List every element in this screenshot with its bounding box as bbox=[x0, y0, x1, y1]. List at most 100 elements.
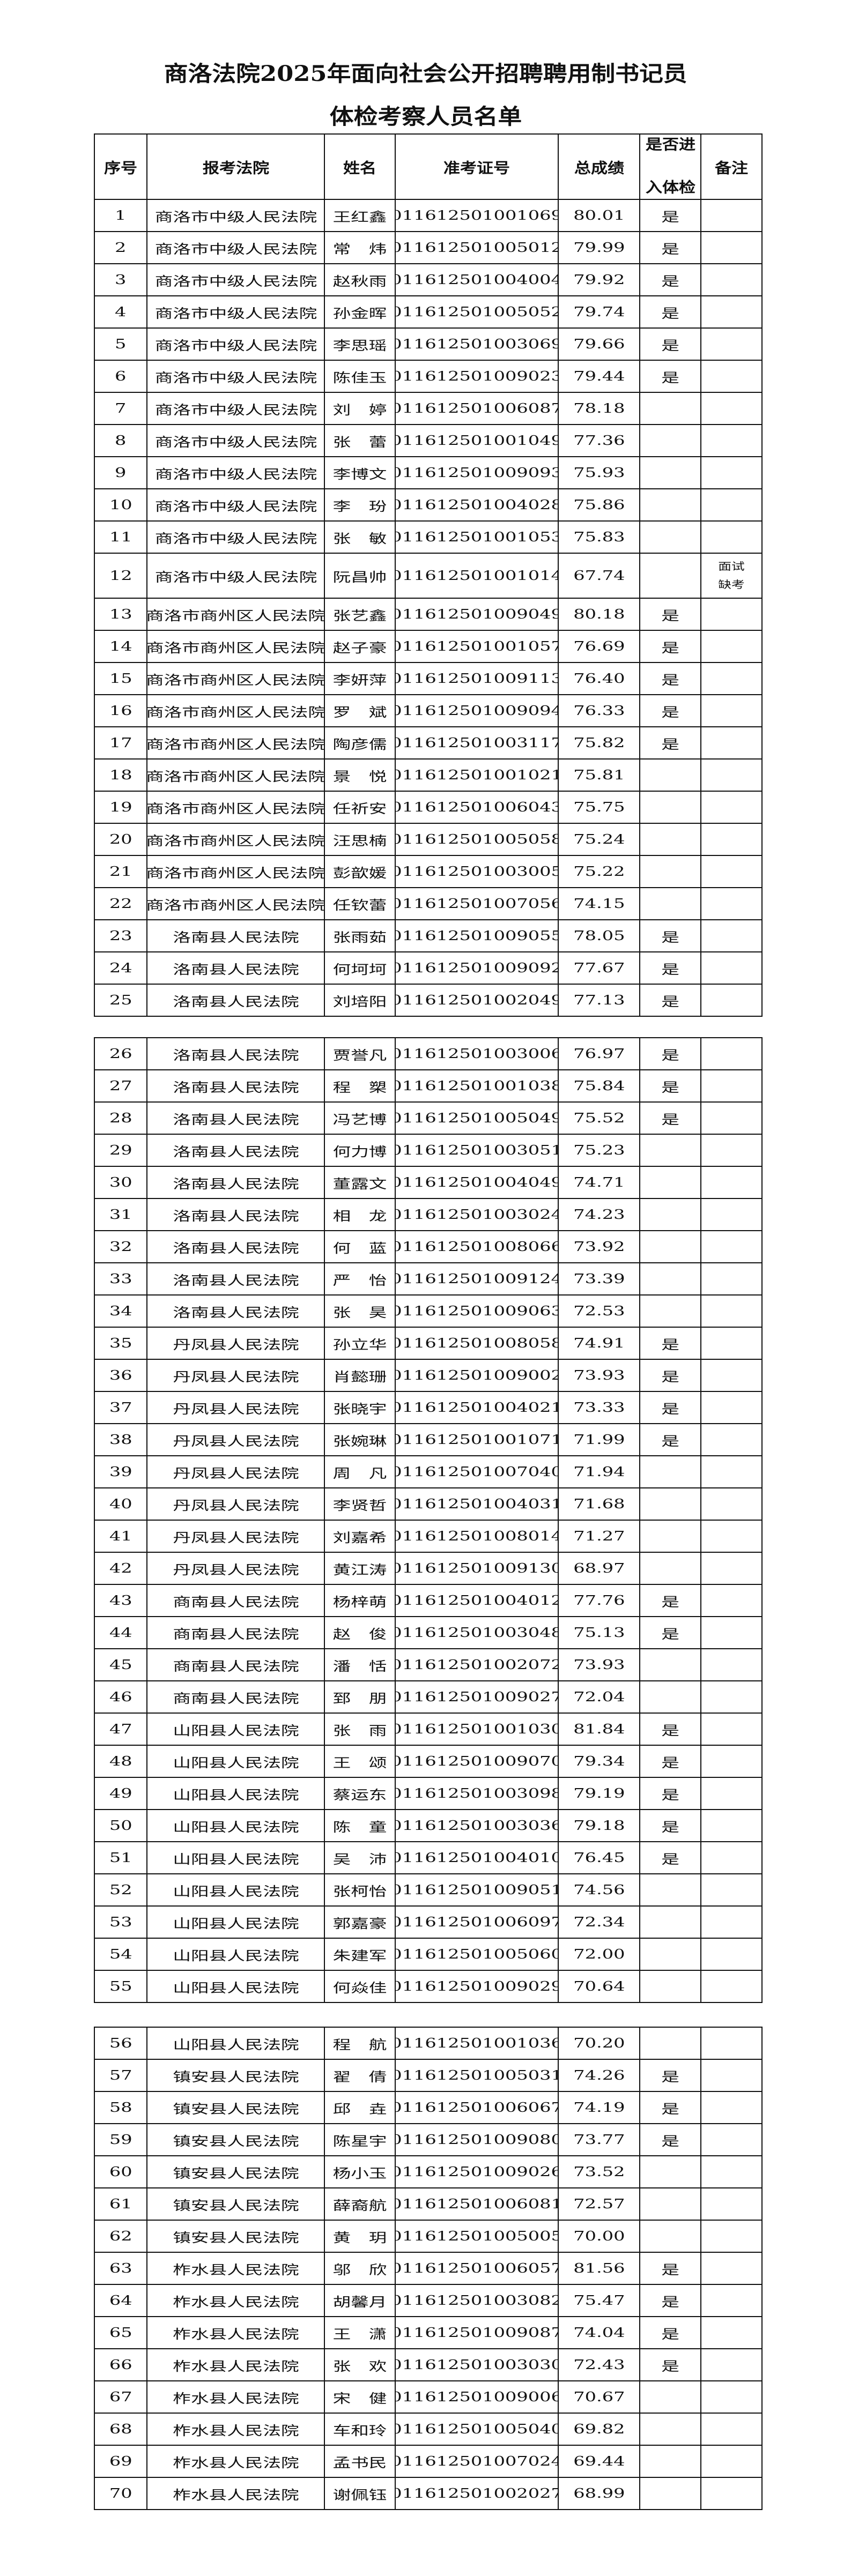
cell-court: 商南县人民法院 bbox=[146, 1616, 325, 1649]
cell-seq: 50 bbox=[94, 1809, 147, 1842]
cell-court: 洛南县人民法院 bbox=[146, 1037, 325, 1070]
cell-court: 商洛市中级人民法院 bbox=[146, 553, 325, 599]
name-text: 董露文 bbox=[332, 1176, 387, 1192]
cell-ticket: 011612501001030 bbox=[395, 1713, 559, 1746]
court-text: 丹凤县人民法院 bbox=[172, 1465, 299, 1481]
cell-ticket: 011612501009092 bbox=[395, 951, 559, 985]
cell-seq: 63 bbox=[94, 2252, 147, 2285]
score-text: 69.44 bbox=[573, 2454, 625, 2469]
cell-seq: 51 bbox=[94, 1841, 147, 1874]
court-text: 商洛市商州区人民法院 bbox=[147, 736, 324, 752]
seq-text: 30 bbox=[109, 1175, 132, 1190]
cell-ticket: 011612501009023 bbox=[395, 360, 559, 393]
cell-seq: 32 bbox=[94, 1230, 147, 1263]
physical-text: 是 bbox=[661, 1079, 679, 1095]
cell-score: 72.43 bbox=[558, 2348, 640, 2381]
physical-text: 是 bbox=[661, 2101, 679, 2117]
physical-text: 是 bbox=[661, 1851, 679, 1867]
cell-remark bbox=[700, 1745, 763, 1778]
cell-ticket: 011612501005058 bbox=[395, 823, 559, 856]
cell-name: 刘嘉希 bbox=[324, 1520, 396, 1553]
cell-remark bbox=[700, 1423, 763, 1456]
court-text: 商洛市中级人民法院 bbox=[154, 370, 317, 385]
ticket-text: 011612501009093 bbox=[395, 465, 558, 480]
physical-text: 是 bbox=[661, 306, 679, 321]
cell-name: 王 潇 bbox=[324, 2316, 396, 2349]
cell-ticket: 011612501003117 bbox=[395, 726, 559, 760]
cell-score: 81.56 bbox=[558, 2252, 640, 2285]
cell-score: 73.93 bbox=[558, 1648, 640, 1681]
cell-name: 邬 欣 bbox=[324, 2252, 396, 2285]
table-row: 68 柞水县人民法院 车和玲 011612501005040 69.82 bbox=[94, 2413, 763, 2446]
cell-remark bbox=[700, 1101, 763, 1135]
seq-text: 53 bbox=[109, 1915, 132, 1930]
score-text: 76.40 bbox=[573, 671, 625, 686]
court-text: 柞水县人民法院 bbox=[172, 2326, 299, 2342]
score-text: 70.64 bbox=[573, 1979, 625, 1994]
physical-text: 是 bbox=[661, 736, 679, 752]
cell-score: 77.13 bbox=[558, 984, 640, 1017]
seq-text: 46 bbox=[109, 1689, 132, 1704]
cell-name: 程 槊 bbox=[324, 1069, 396, 1103]
score-text: 71.94 bbox=[573, 1464, 625, 1479]
court-text: 山阳县人民法院 bbox=[172, 1723, 299, 1738]
ticket-text: 011612501004031 bbox=[395, 1497, 558, 1512]
table-row: 54 山阳县人民法院 朱建军 011612501005060 72.00 bbox=[94, 1938, 763, 1971]
cell-remark bbox=[700, 598, 763, 631]
cell-physical bbox=[639, 488, 701, 522]
cell-ticket: 011612501003051 bbox=[395, 1134, 559, 1167]
cell-name: 何 蓝 bbox=[324, 1230, 396, 1263]
court-text: 商洛市中级人民法院 bbox=[154, 209, 317, 225]
cell-name: 刘培阳 bbox=[324, 984, 396, 1017]
ticket-text: 011612501007024 bbox=[395, 2454, 558, 2469]
name-text: 张婉琳 bbox=[332, 1433, 387, 1449]
cell-ticket: 011612501005005 bbox=[395, 2220, 559, 2253]
court-text: 商洛市商州区人民法院 bbox=[147, 608, 324, 623]
score-text: 74.91 bbox=[573, 1336, 625, 1351]
score-text: 75.81 bbox=[573, 768, 625, 783]
cell-seq: 24 bbox=[94, 951, 147, 985]
cell-ticket: 011612501001071 bbox=[395, 1423, 559, 1456]
cell-physical: 是 bbox=[639, 2316, 701, 2349]
cell-name: 宋 健 bbox=[324, 2380, 396, 2414]
cell-seq: 34 bbox=[94, 1294, 147, 1328]
table-row: 6 商洛市中级人民法院 陈佳玉 011612501009023 79.44 是 bbox=[94, 360, 763, 393]
cell-name: 赵子豪 bbox=[324, 630, 396, 663]
ticket-text: 011612501005052 bbox=[395, 304, 558, 319]
cell-court: 商洛市商州区人民法院 bbox=[146, 887, 325, 920]
cell-physical: 是 bbox=[639, 263, 701, 296]
table-row: 20 商洛市商州区人民法院 汪思楠 011612501005058 75.24 bbox=[94, 823, 763, 856]
cell-physical bbox=[639, 758, 701, 792]
cell-ticket: 011612501009002 bbox=[395, 1359, 559, 1392]
cell-seq: 12 bbox=[94, 553, 147, 599]
score-text: 75.13 bbox=[573, 1625, 625, 1640]
cell-physical bbox=[639, 1970, 701, 2003]
cell-court: 山阳县人民法院 bbox=[146, 1873, 325, 1907]
court-text: 柞水县人民法院 bbox=[172, 2423, 299, 2438]
cell-name: 邱 垚 bbox=[324, 2091, 396, 2124]
ticket-text: 011612501001036 bbox=[395, 2036, 558, 2051]
cell-court: 丹凤县人民法院 bbox=[146, 1455, 325, 1488]
seq-text: 27 bbox=[109, 1078, 132, 1093]
cell-remark bbox=[700, 1294, 763, 1328]
physical-text: 是 bbox=[661, 273, 679, 289]
cell-remark bbox=[700, 2187, 763, 2221]
seq-text: 28 bbox=[109, 1111, 132, 1126]
physical-text: 是 bbox=[661, 241, 679, 257]
physical-text: 是 bbox=[661, 1755, 679, 1770]
court-text: 商洛市商州区人民法院 bbox=[147, 897, 324, 913]
cell-court: 柞水县人民法院 bbox=[146, 2284, 325, 2317]
cell-remark bbox=[700, 2284, 763, 2317]
name-text: 张 昊 bbox=[332, 1305, 387, 1320]
cell-physical bbox=[639, 1552, 701, 1585]
cell-name: 张晓宇 bbox=[324, 1391, 396, 1424]
cell-court: 丹凤县人民法院 bbox=[146, 1520, 325, 1553]
name-text: 胡馨月 bbox=[332, 2294, 387, 2310]
ticket-text: 011612501009051 bbox=[395, 1882, 558, 1897]
cell-seq: 15 bbox=[94, 662, 147, 695]
seq-text: 51 bbox=[109, 1850, 132, 1865]
name-text: 常 炜 bbox=[332, 241, 387, 257]
court-text: 商洛市中级人民法院 bbox=[154, 338, 317, 353]
cell-court: 商洛市商州区人民法院 bbox=[146, 855, 325, 888]
cell-physical: 是 bbox=[639, 360, 701, 393]
